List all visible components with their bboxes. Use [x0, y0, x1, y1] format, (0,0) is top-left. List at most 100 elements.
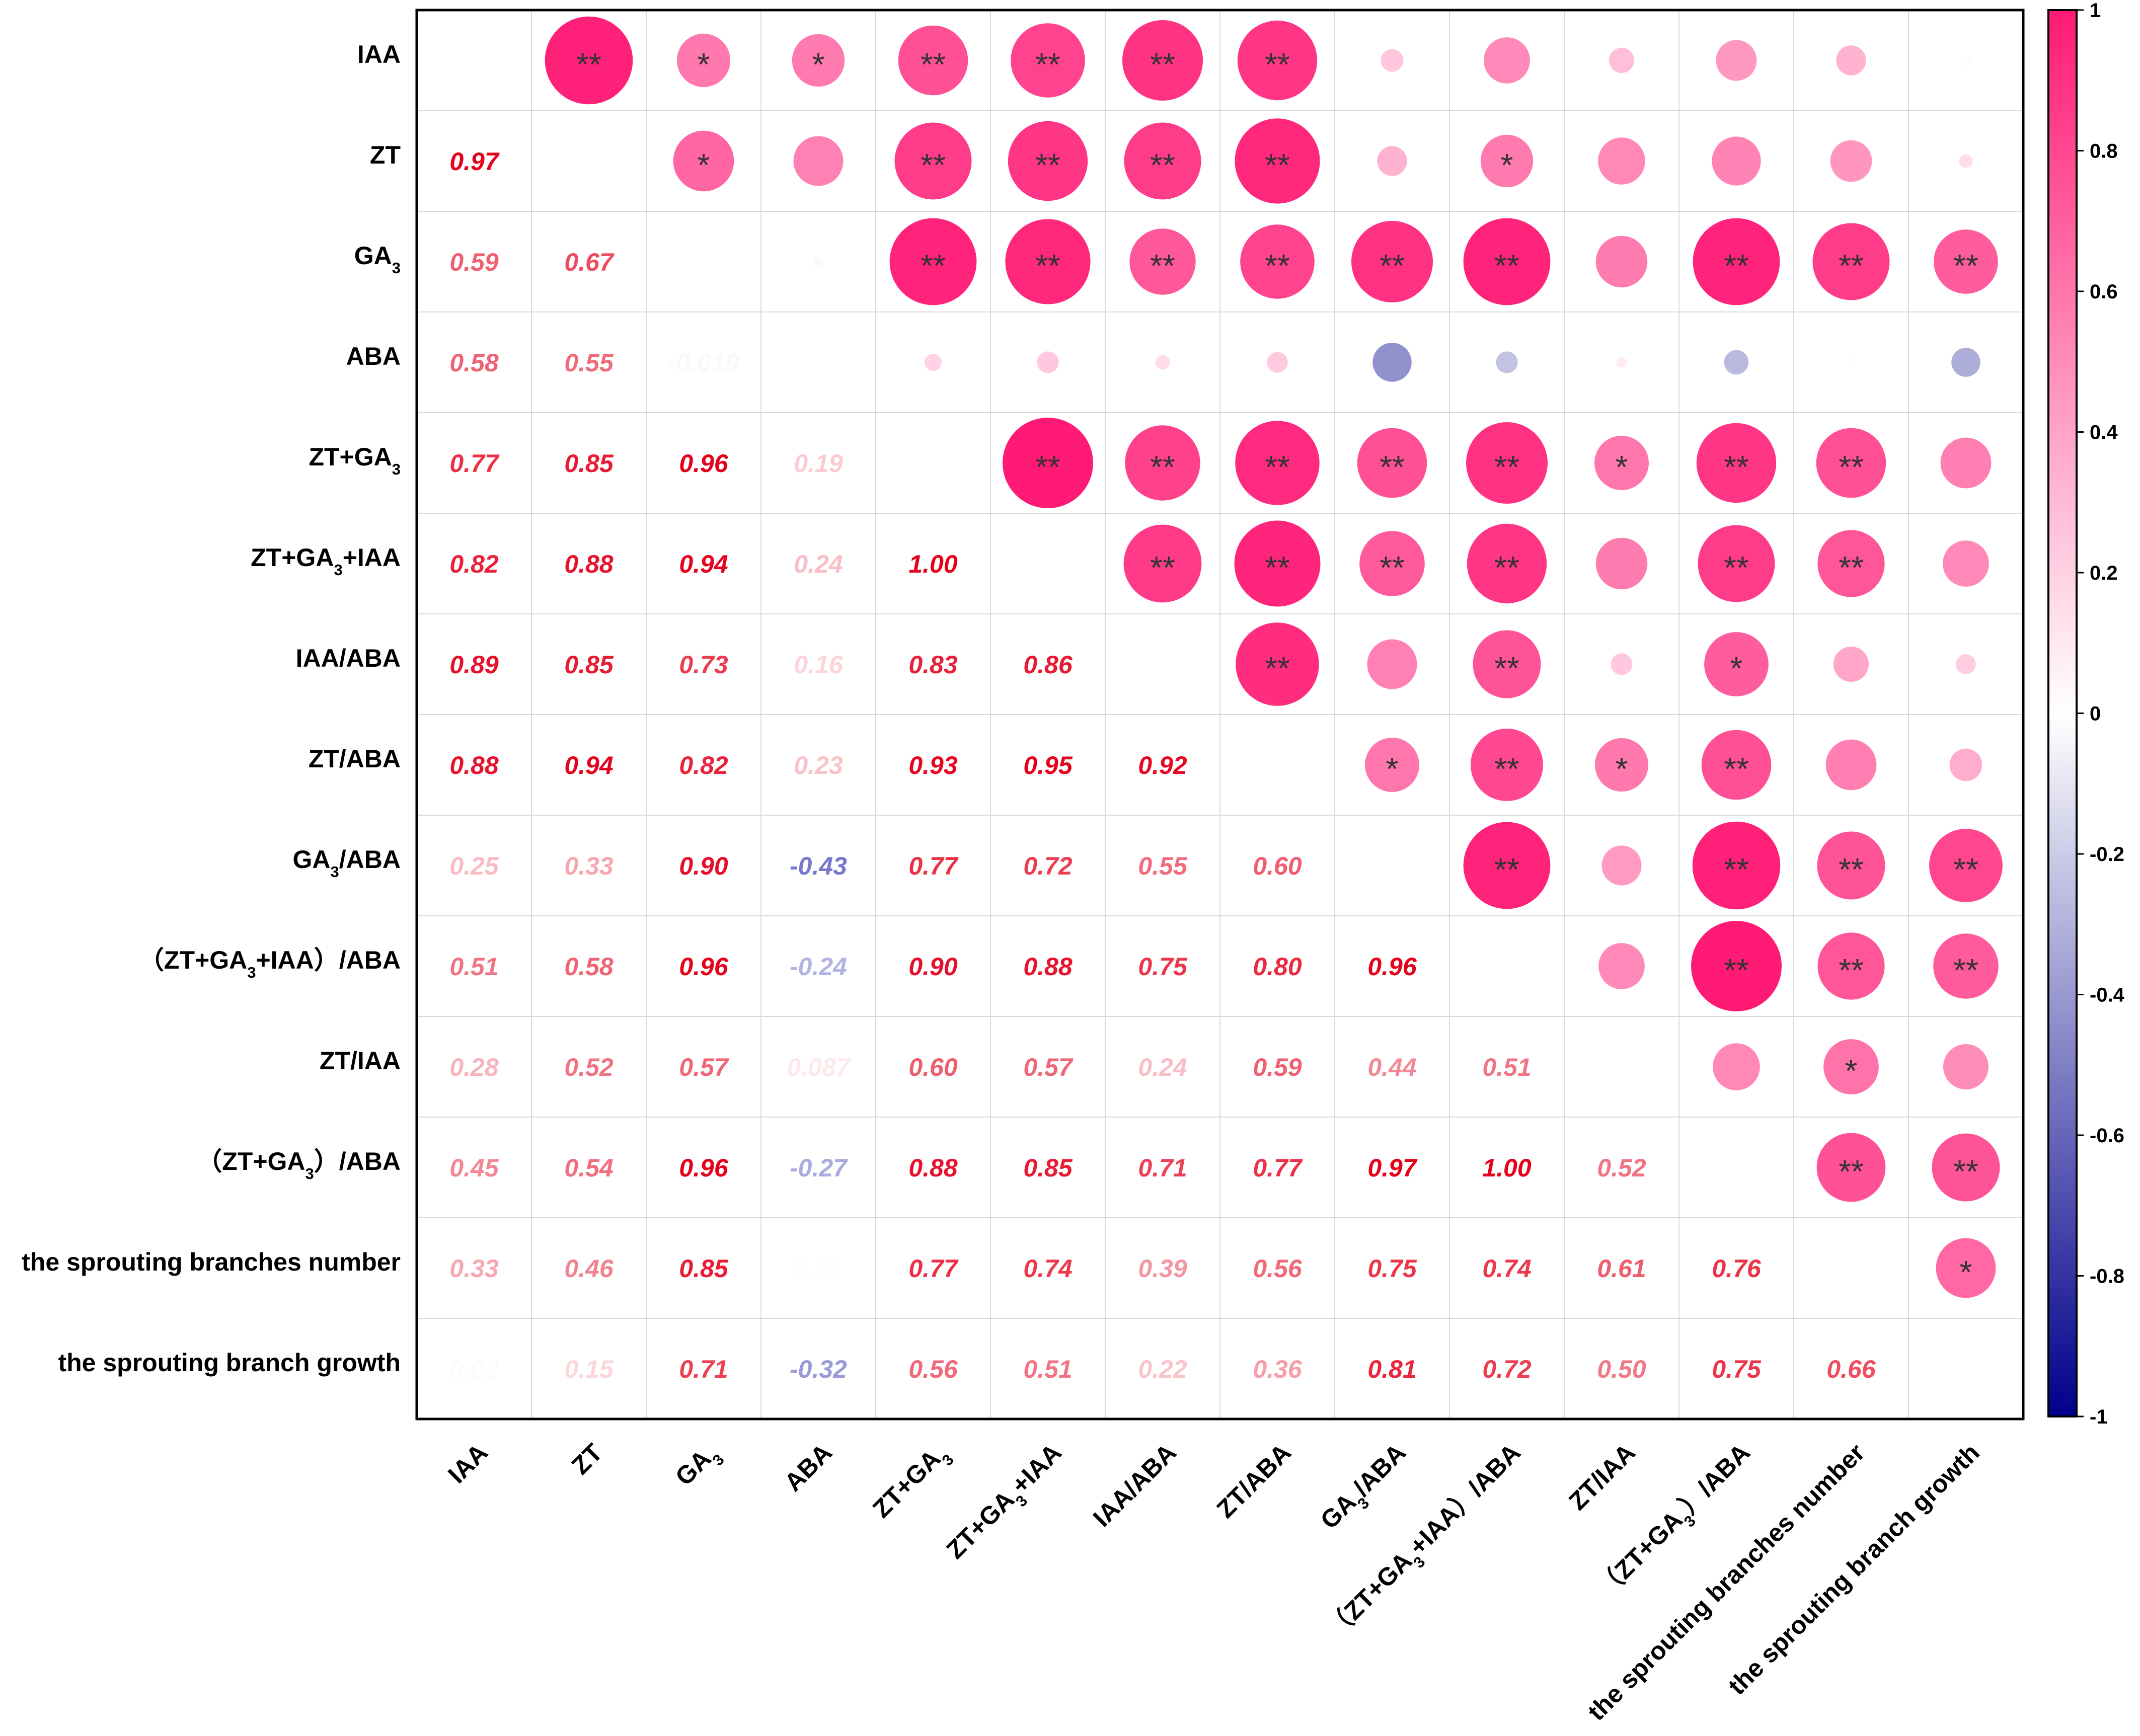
correlation-value-label: 0.25 [449, 852, 499, 880]
correlation-circle [1125, 425, 1200, 501]
correlation-value-label: 0.85 [1023, 1154, 1073, 1182]
significance-mark: ** [1265, 549, 1290, 586]
correlation-value-label: 0.55 [564, 349, 614, 377]
correlation-value-label: 0.39 [1138, 1254, 1187, 1283]
correlation-value-label: 0.96 [679, 449, 729, 478]
significance-mark: * [1386, 751, 1399, 787]
significance-mark: ** [1953, 851, 1978, 888]
correlation-value-label: 0.74 [1482, 1254, 1531, 1283]
row-label: （ZT+GA3）/ABA [197, 1147, 401, 1182]
correlation-circle [1609, 47, 1635, 73]
significance-mark: * [1616, 449, 1628, 485]
significance-mark: ** [1265, 147, 1290, 183]
correlation-circle [1825, 739, 1877, 791]
correlation-circle [793, 136, 844, 186]
correlation-value-label: 0.56 [1253, 1254, 1303, 1283]
column-label: （ZT+GA3+IAA）/ABA [1321, 1438, 1531, 1648]
correlation-value-label: 0.58 [449, 349, 499, 377]
correlation-value-label: 0.01 [794, 1254, 843, 1283]
significance-mark: ** [1839, 1153, 1864, 1190]
correlation-circle [1011, 23, 1085, 98]
significance-mark: ** [1380, 248, 1405, 284]
correlation-circle [1956, 654, 1976, 674]
significance-mark: ** [1724, 952, 1749, 988]
correlation-circle [1122, 20, 1203, 101]
correlation-circle [1817, 530, 1885, 597]
significance-mark: ** [1265, 449, 1290, 485]
significance-mark: * [812, 46, 825, 83]
column-label: ABA [779, 1438, 837, 1496]
significance-mark: ** [921, 147, 946, 183]
correlation-circle [1932, 1133, 2000, 1202]
correlation-value-label: 0.59 [1253, 1053, 1302, 1081]
significance-mark: ** [1839, 449, 1864, 485]
correlation-value-label: 0.16 [794, 651, 844, 679]
row-label: （ZT+GA3+IAA）/ABA [139, 946, 401, 981]
correlation-value-label: 0.54 [564, 1154, 613, 1182]
correlation-circle [1823, 1039, 1879, 1094]
correlation-circle [1959, 154, 1973, 168]
significance-mark: * [1845, 1053, 1858, 1089]
correlation-circle [898, 25, 968, 96]
correlation-value-label: 0.93 [908, 751, 958, 779]
row-label: GA3 [354, 242, 401, 277]
column-label: ZT+GA3 [867, 1438, 957, 1528]
correlation-value-label: 0.77 [1253, 1154, 1303, 1182]
column-label: ZT+GA3+IAA [941, 1438, 1072, 1569]
significance-mark: ** [1839, 851, 1864, 888]
correlation-circle [1235, 118, 1320, 204]
correlation-circle [1267, 352, 1288, 373]
significance-mark: ** [1035, 46, 1060, 83]
correlation-value-label: -0.24 [790, 953, 847, 981]
correlation-circle [1381, 49, 1404, 72]
correlation-circle [1008, 121, 1088, 201]
correlation-circle [1240, 224, 1315, 299]
correlation-value-label: -0.27 [790, 1154, 848, 1182]
row-label: ZT+GA3 [309, 443, 401, 478]
correlation-value-label: 0.45 [449, 1154, 499, 1182]
correlation-value-label: 0.55 [1138, 852, 1188, 880]
colorbar-tick-label: 1 [2090, 0, 2101, 22]
significance-mark: ** [1035, 248, 1060, 284]
correlation-value-label: 0.85 [564, 449, 614, 478]
significance-mark: ** [1494, 248, 1519, 284]
significance-mark: ** [1380, 449, 1405, 485]
colorbar-tick-label: 0.8 [2090, 140, 2118, 163]
correlation-circle [1712, 136, 1761, 186]
correlation-circle [1701, 730, 1772, 800]
correlation-circle [1692, 821, 1781, 910]
correlation-circle [1716, 40, 1757, 81]
correlation-circle [1611, 653, 1633, 675]
correlation-value-label: 0.77 [908, 1254, 959, 1283]
correlation-value-label: 0.66 [1826, 1355, 1876, 1383]
significance-mark: ** [1265, 46, 1290, 83]
row-label: IAA [357, 40, 401, 68]
significance-mark: ** [1265, 248, 1290, 284]
correlation-circle [924, 353, 942, 371]
plot-frame [415, 9, 2025, 1421]
column-label: ZT/IAA [1563, 1438, 1641, 1516]
correlation-circle [1467, 523, 1547, 604]
correlation-circle [1696, 423, 1777, 503]
significance-mark: * [1616, 751, 1628, 787]
correlation-circle [1123, 524, 1202, 603]
correlation-circle [1961, 55, 1971, 65]
correlation-circle [1830, 140, 1872, 182]
correlation-value-label: 0.24 [1138, 1053, 1187, 1081]
correlation-circle [1693, 218, 1780, 305]
correlation-circle [1836, 45, 1866, 75]
significance-mark: * [698, 46, 710, 83]
correlation-value-label: 0.15 [564, 1355, 614, 1383]
correlation-circle [1359, 531, 1425, 596]
column-label: the sprouting branch growth [1723, 1438, 1985, 1700]
significance-mark: ** [1494, 650, 1519, 686]
correlation-circle [1155, 355, 1170, 370]
correlation-value-label: 0.67 [564, 248, 615, 276]
correlation-circle [1351, 221, 1433, 302]
significance-mark: ** [1839, 549, 1864, 586]
correlation-value-label: 1.00 [908, 550, 958, 578]
correlation-circle [1365, 738, 1419, 792]
colorbar-tick-label: 0.2 [2090, 562, 2118, 584]
significance-mark: ** [1035, 147, 1060, 183]
